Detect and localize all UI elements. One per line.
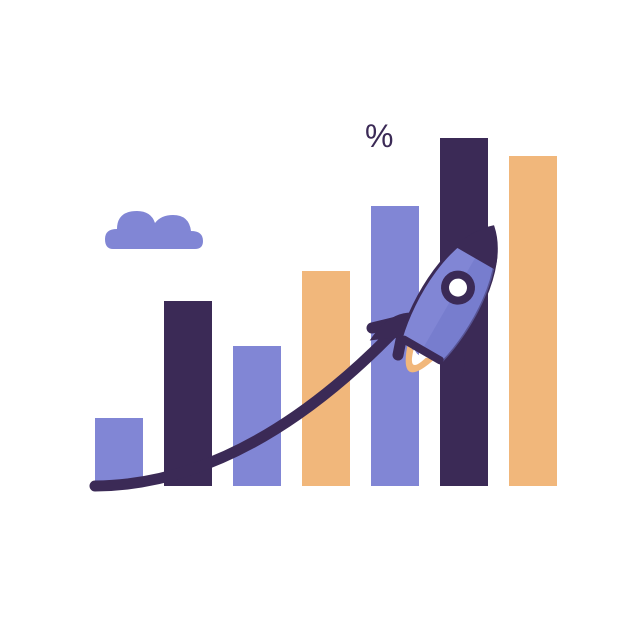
rocket-icon	[366, 202, 536, 397]
cloud-icon	[105, 211, 203, 249]
growth-infographic: %	[0, 0, 626, 626]
chart-overlay	[0, 0, 626, 626]
percent-label: %	[365, 118, 393, 155]
growth-arrow-icon	[95, 320, 405, 486]
